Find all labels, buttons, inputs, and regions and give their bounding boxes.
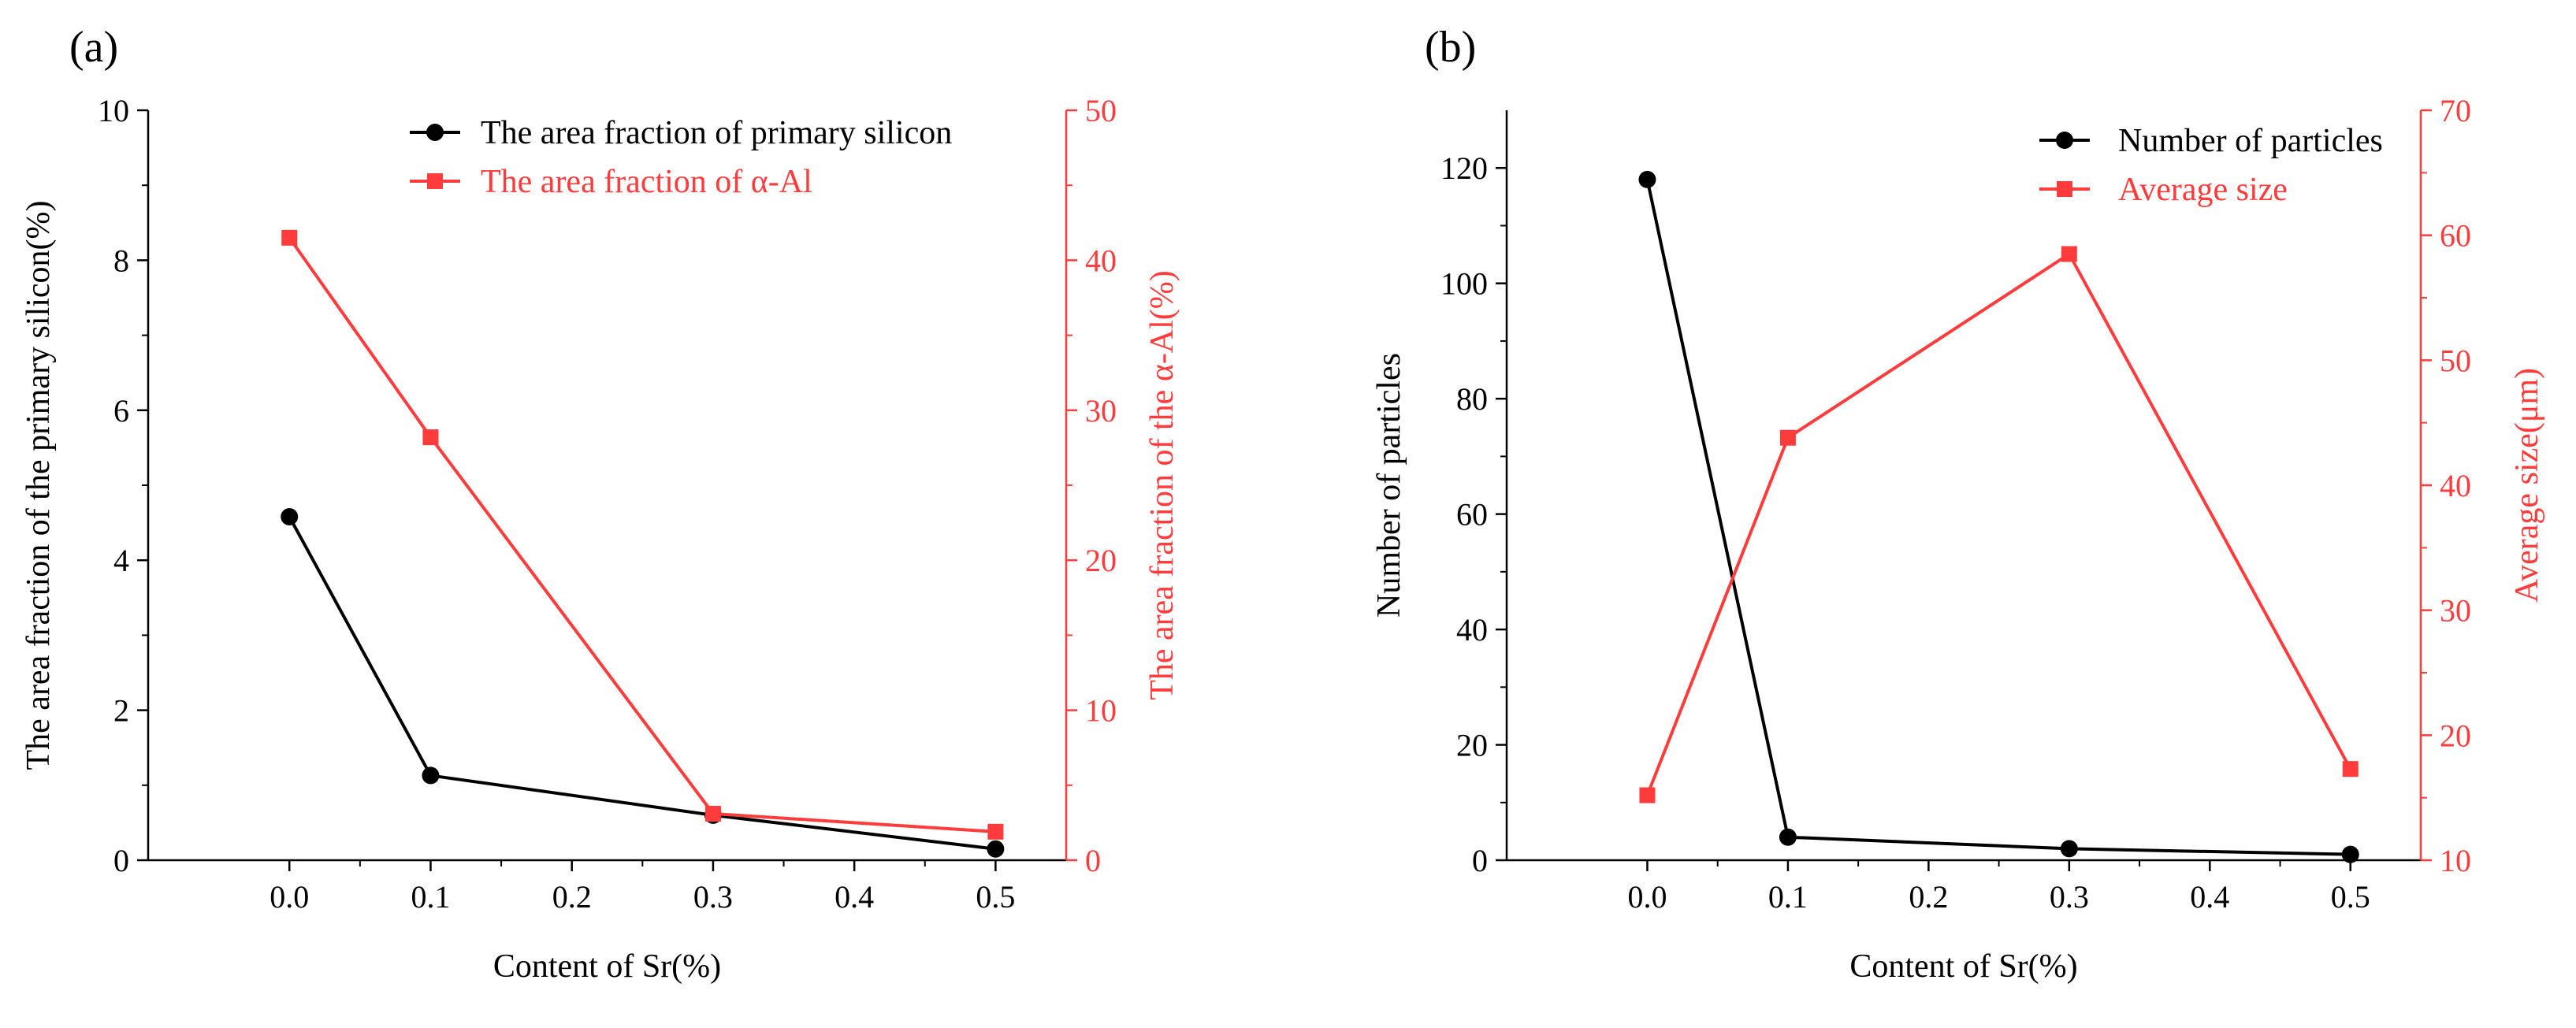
series-right-point	[281, 229, 298, 246]
y-tick-label-right: 20	[2440, 718, 2471, 753]
series-right-point	[2061, 246, 2077, 262]
y-tick-label-left: 0	[113, 843, 129, 878]
y-tick-label-right: 30	[2440, 593, 2471, 629]
legend-label: Number of particles	[2118, 123, 2383, 159]
y-axis-title-right: The area fraction of the α-Al(%)	[1144, 270, 1180, 700]
y-tick-label-right: 50	[2440, 343, 2471, 378]
y-tick-label-left: 6	[113, 393, 129, 429]
legend-label: The area fraction of primary silicon	[481, 115, 952, 151]
legend-marker	[426, 124, 444, 141]
y-axis-title-left: The area fraction of the primary silicon…	[20, 200, 57, 770]
y-tick-label-right: 20	[1085, 543, 1117, 578]
x-axis-title: Content of Sr(%)	[1849, 948, 2077, 985]
y-tick-label-left: 60	[1456, 497, 1488, 533]
y-tick-label-left: 2	[113, 693, 129, 729]
legend-label: Average size	[2118, 172, 2288, 208]
series-left-point	[1779, 828, 1797, 846]
legend-marker	[2056, 132, 2073, 149]
series-left-point	[2341, 845, 2359, 863]
x-tick-label: 0.4	[2190, 879, 2229, 915]
series-right-line	[288, 236, 996, 833]
panel-label: (a)	[69, 23, 118, 72]
y-tick-label-right: 10	[1085, 693, 1117, 729]
series-left-point	[422, 766, 440, 785]
y-tick-label-left: 80	[1456, 381, 1488, 417]
x-tick-label: 0.0	[269, 879, 309, 915]
x-tick-label: 0.3	[693, 879, 733, 915]
series-right-point	[1639, 787, 1656, 803]
y-tick-label-right: 40	[2440, 468, 2471, 503]
y-tick-label-left: 20	[1456, 728, 1488, 763]
chart-panel-b: (b) 0.0 0.1 0.2 0.3 0.4 0.5 0 20 40 60 80 100 120 10 20…	[1371, 23, 2545, 985]
series-right-point	[987, 823, 1004, 840]
series-left-line	[288, 516, 996, 851]
y-tick-label-right: 50	[1085, 93, 1117, 128]
x-tick-label: 0.3	[2050, 879, 2089, 915]
y-tick-label-left: 0	[1472, 843, 1488, 878]
legend-marker	[427, 173, 443, 189]
series-right-point	[704, 805, 721, 822]
y-axis-title-left: Number of particles	[1371, 353, 1407, 618]
x-tick-label: 0.0	[1627, 879, 1667, 915]
y-tick-label-right: 60	[2440, 218, 2471, 254]
x-tick-label: 0.5	[976, 879, 1015, 915]
y-tick-label-left: 4	[113, 543, 129, 578]
y-tick-label-left: 120	[1440, 150, 1488, 186]
series-left-line	[1645, 179, 2351, 856]
x-tick-label: 0.2	[1909, 879, 1948, 915]
y-tick-label-right: 70	[2440, 93, 2471, 128]
series-right-point	[2342, 761, 2359, 777]
y-tick-label-left: 8	[113, 243, 129, 278]
series-left-point	[987, 840, 1005, 858]
series-right-line	[1645, 251, 2352, 796]
y-axis-title-right: Average size(μm)	[2509, 368, 2545, 603]
y-tick-label-right: 0	[1085, 843, 1101, 878]
series-right-point	[422, 429, 439, 446]
series-left-point	[2060, 840, 2078, 858]
panel-label: (b)	[1425, 23, 1476, 72]
series-left-point	[1638, 170, 1656, 188]
x-axis-title: Content of Sr(%)	[493, 948, 721, 985]
x-tick-label: 0.2	[552, 879, 592, 915]
series-left-point	[281, 507, 299, 525]
legend-label: The area fraction of α-Al	[481, 164, 812, 200]
legend-marker	[2057, 181, 2072, 197]
x-tick-label: 0.4	[835, 879, 874, 915]
y-tick-label-left: 10	[98, 93, 129, 128]
x-tick-label: 0.5	[2331, 879, 2370, 915]
y-tick-label-right: 40	[1085, 243, 1117, 278]
x-tick-label: 0.1	[411, 879, 450, 915]
y-tick-label-left: 40	[1456, 612, 1488, 648]
y-tick-label-right: 30	[1085, 393, 1117, 429]
y-tick-label-left: 100	[1440, 266, 1488, 302]
y-tick-label-right: 10	[2440, 843, 2471, 878]
series-right-point	[1779, 429, 1796, 446]
chart-panel-a: (a) 0.0 0.1 0.2 0.3 0.4 0.5 0 2 4 6 8 10 0 10 20 30 40 50 C…	[20, 23, 1180, 985]
x-tick-label: 0.1	[1768, 879, 1808, 915]
